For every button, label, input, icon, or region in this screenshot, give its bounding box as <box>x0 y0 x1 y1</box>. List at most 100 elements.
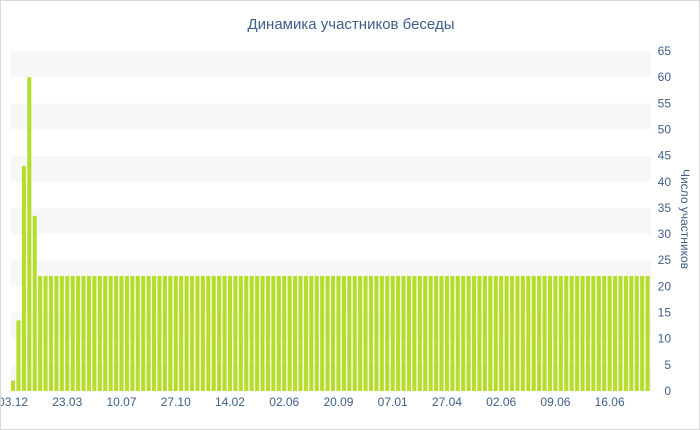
bar <box>493 275 498 391</box>
y-axis-ticks: 0 5 10 15 20 25 30 35 40 45 50 55 60 65 <box>658 44 672 398</box>
bar <box>189 275 195 391</box>
bar <box>195 275 200 391</box>
bar <box>347 275 352 391</box>
bar <box>184 275 189 391</box>
bar <box>27 77 32 392</box>
bar <box>293 275 298 391</box>
bar <box>396 275 401 391</box>
y-tick-label: 30 <box>658 227 672 241</box>
x-tick-label: 16.06 <box>595 395 625 409</box>
bar <box>444 275 449 391</box>
bar <box>575 275 580 391</box>
bar <box>564 275 569 391</box>
bar <box>59 275 64 391</box>
bar <box>124 275 129 391</box>
bar <box>152 275 157 391</box>
y-tick-label: 35 <box>658 201 672 215</box>
x-tick-label: 10.07 <box>106 395 136 409</box>
bar <box>200 275 205 391</box>
bar <box>504 275 509 391</box>
bar <box>287 275 292 391</box>
bar <box>526 275 531 391</box>
bar <box>86 275 91 391</box>
bar <box>244 275 249 391</box>
bar <box>48 275 54 391</box>
bar <box>238 275 243 391</box>
bar <box>591 275 596 391</box>
bar <box>146 275 151 391</box>
bar <box>341 275 346 391</box>
y-tick-label: 10 <box>658 332 672 346</box>
x-tick-label: 20.09 <box>323 395 353 409</box>
y-tick-label: 45 <box>658 149 672 163</box>
bar <box>634 275 639 391</box>
bar <box>309 275 314 391</box>
bar <box>358 275 363 391</box>
bar <box>645 275 650 391</box>
bar <box>520 275 525 391</box>
bar <box>368 275 374 391</box>
bar <box>531 275 536 391</box>
bar <box>43 275 48 391</box>
bar <box>157 275 162 391</box>
bar <box>542 275 547 391</box>
bar <box>580 275 585 391</box>
bar <box>618 275 623 391</box>
bar <box>412 275 417 391</box>
bar <box>249 275 254 391</box>
bar <box>477 275 482 391</box>
bar <box>227 275 233 391</box>
y-tick-label: 20 <box>658 279 672 293</box>
bar <box>417 275 422 391</box>
grid-band <box>11 155 651 182</box>
bar <box>629 275 634 391</box>
bar <box>65 275 70 391</box>
bar <box>260 275 265 391</box>
bar <box>103 275 108 391</box>
bar <box>81 275 86 391</box>
bar <box>16 320 21 391</box>
bar <box>406 275 411 391</box>
chart-title: Динамика участников беседы <box>248 16 455 33</box>
bar <box>265 275 270 391</box>
bar <box>162 275 167 391</box>
bar <box>558 275 563 391</box>
bar <box>640 275 645 391</box>
bar <box>271 275 276 391</box>
bar <box>423 275 428 391</box>
bar <box>466 275 471 391</box>
y-tick-label: 0 <box>664 384 671 398</box>
bar <box>217 275 222 391</box>
bars <box>11 77 650 392</box>
x-tick-label: 02.06 <box>486 395 516 409</box>
bar <box>32 215 37 391</box>
y-axis-label: Число участников <box>678 169 692 269</box>
bar <box>206 275 211 391</box>
bar <box>108 275 113 391</box>
bar <box>222 275 227 391</box>
y-tick-label: 50 <box>658 122 672 136</box>
bar <box>515 275 520 391</box>
y-tick-label: 25 <box>658 253 672 267</box>
bar <box>97 275 102 391</box>
bar <box>255 275 260 391</box>
bar <box>385 275 390 391</box>
grid-band <box>11 103 651 130</box>
bar <box>379 275 384 391</box>
bar <box>509 275 515 391</box>
bar <box>488 275 493 391</box>
y-tick-label: 60 <box>658 70 672 84</box>
x-axis-ticks: 03.12 23.03 10.07 27.10 14.02 02.06 20.09 07.01… <box>1 395 625 409</box>
bar <box>168 275 173 391</box>
bar <box>623 275 628 391</box>
bar <box>119 275 124 391</box>
bar <box>439 275 444 391</box>
bar <box>363 275 368 391</box>
bar <box>135 275 140 391</box>
bar <box>472 275 477 391</box>
bar <box>461 275 466 391</box>
y-tick-label: 15 <box>658 306 672 320</box>
bar <box>298 275 303 391</box>
x-tick-label: 27.04 <box>432 395 462 409</box>
